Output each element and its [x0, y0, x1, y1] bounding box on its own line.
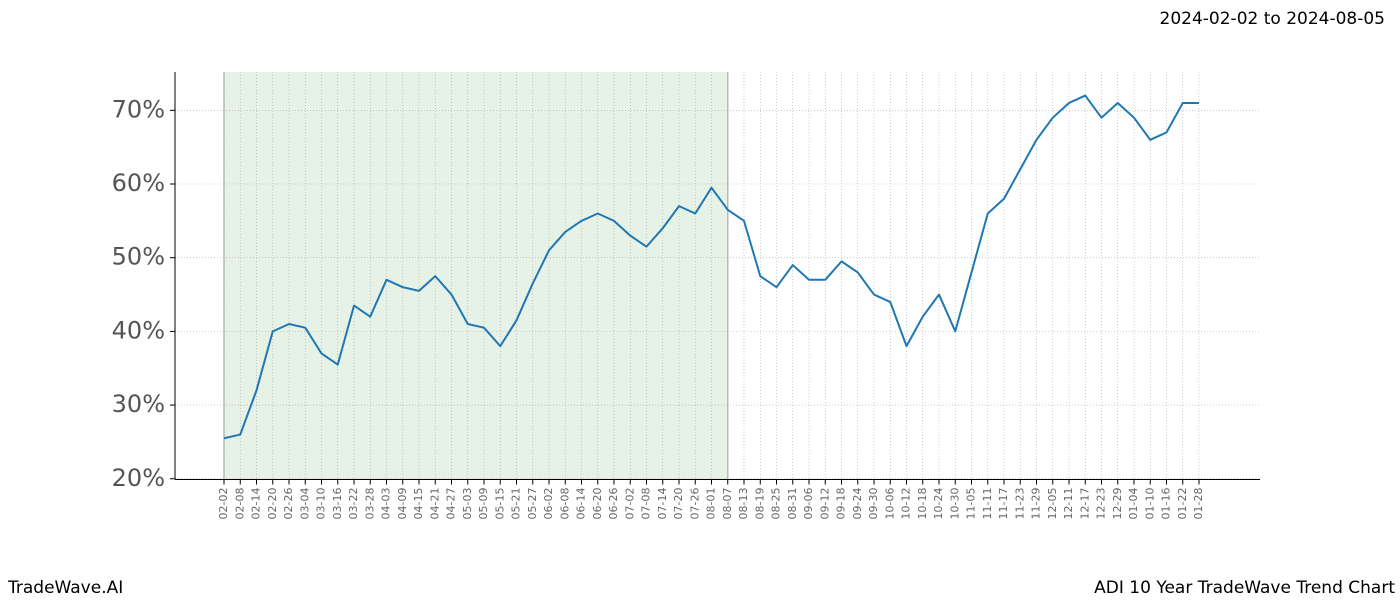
price-line [223, 94, 1199, 440]
y-tick-label: 30% [112, 390, 165, 418]
x-tick-label: 08-13 [737, 488, 750, 520]
x-tick-label: 02-02 [217, 488, 230, 520]
x-tick-label: 11-11 [981, 488, 994, 520]
x-tick-label: 10-06 [883, 488, 896, 520]
x-tick-label: 09-12 [818, 488, 831, 520]
brand: TradeWave.AI [7, 578, 123, 598]
x-tick-label: 02-08 [233, 488, 246, 520]
x-tick-label: 04-21 [428, 488, 441, 520]
y-tick-label: 50% [112, 243, 165, 271]
x-tick-label: 09-06 [802, 488, 815, 520]
x-tick-label: 05-27 [526, 488, 539, 520]
x-tick-label: 11-23 [1013, 488, 1026, 520]
x-tick-label: 02-20 [266, 488, 279, 520]
x-tick-label: 01-16 [1160, 488, 1173, 520]
y-tick-label: 60% [112, 169, 165, 197]
x-tick-label: 11-29 [1030, 488, 1043, 520]
x-tick-label: 05-03 [461, 488, 474, 520]
x-tick-label: 03-16 [331, 488, 344, 520]
x-tick-label: 09-24 [851, 488, 864, 520]
x-tick-label: 04-27 [445, 488, 458, 520]
x-tick-label: 06-14 [575, 488, 588, 520]
x-tick-label: 08-07 [721, 488, 734, 520]
x-tick-label: 04-03 [380, 488, 393, 520]
x-tick-label: 07-20 [672, 488, 685, 520]
x-tick-label: 08-31 [786, 488, 799, 520]
x-tick-label: 10-24 [932, 488, 945, 520]
x-tick-label: 02-26 [282, 488, 295, 520]
x-tick-label: 06-02 [542, 488, 555, 520]
y-tick-label: 20% [112, 464, 165, 492]
x-tick-label: 04-15 [412, 488, 425, 520]
x-tick-label: 09-30 [867, 488, 880, 520]
x-tick-label: 04-09 [396, 488, 409, 520]
x-tick-label: 10-12 [900, 488, 913, 520]
x-tick-label: 03-10 [315, 488, 328, 520]
x-tick-label: 12-23 [1095, 488, 1108, 520]
x-tick-label: 06-08 [558, 488, 571, 520]
x-tick-label: 05-15 [493, 488, 506, 520]
x-tick-label: 07-02 [623, 488, 636, 520]
x-tick-label: 01-10 [1143, 488, 1156, 520]
x-tick-label: 03-04 [298, 488, 311, 520]
x-tick-label: 06-26 [607, 488, 620, 520]
x-tick-label: 12-11 [1062, 488, 1075, 520]
x-tick-label: 05-21 [510, 488, 523, 520]
x-tick-label: 10-18 [916, 488, 929, 520]
x-tick-label: 10-30 [948, 488, 961, 520]
x-tick-label: 12-29 [1111, 488, 1124, 520]
date-range: 2024-02-02 to 2024-08-05 [1160, 9, 1385, 29]
x-tick-label: 11-17 [997, 488, 1010, 520]
y-tick-label: 70% [112, 95, 165, 123]
x-tick-label: 01-28 [1192, 488, 1205, 520]
x-tick-label: 11-05 [965, 488, 978, 520]
x-tick-label: 08-01 [705, 488, 718, 520]
x-tick-label: 01-22 [1176, 488, 1189, 520]
x-tick-label: 03-28 [363, 488, 376, 520]
chart-title: ADI 10 Year TradeWave Trend Chart [1094, 578, 1395, 598]
x-tick-label: 07-08 [640, 488, 653, 520]
x-tick-label: 07-26 [688, 488, 701, 520]
x-tick-label: 09-18 [835, 488, 848, 520]
x-tick-label: 12-05 [1046, 488, 1059, 520]
x-tick-label: 07-14 [656, 488, 669, 520]
highlight-band [224, 72, 728, 480]
x-tick-label: 03-22 [347, 488, 360, 520]
x-tick-label: 02-14 [250, 488, 263, 520]
x-tick-label: 12-17 [1078, 488, 1091, 520]
x-tick-label: 08-19 [753, 488, 766, 520]
x-tick-label: 08-25 [770, 488, 783, 520]
x-tick-label: 06-20 [591, 488, 604, 520]
x-tick-label: 01-04 [1127, 488, 1140, 520]
y-tick-label: 40% [112, 316, 165, 344]
x-tick-label: 05-09 [477, 488, 490, 520]
